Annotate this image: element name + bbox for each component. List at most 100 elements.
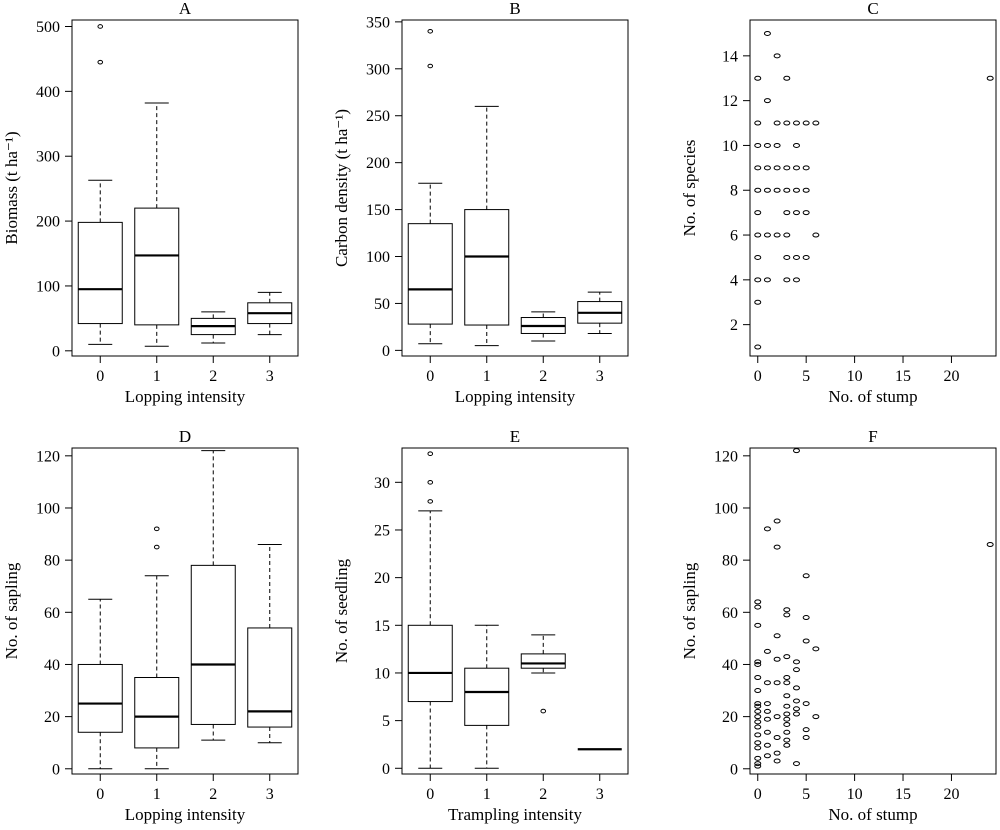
scatter-point <box>773 165 781 171</box>
y-tick-label: 100 <box>36 500 60 517</box>
scatter-point <box>802 165 810 171</box>
y-axis-label: Carbon density (t ha⁻¹) <box>332 109 351 267</box>
y-tick-label: 2 <box>730 317 738 334</box>
x-axis: 0 1 2 3 <box>96 356 274 385</box>
y-tick-label: 8 <box>730 183 738 200</box>
scatter-point <box>792 254 800 260</box>
scatter-point <box>986 541 994 547</box>
scatter-point <box>754 701 762 707</box>
scatter-point <box>783 716 791 722</box>
panel-f: F 0 20 40 60 80 100 120 No. of sapling 0 5 10 15 20 No… <box>680 427 997 824</box>
box-2 <box>520 311 566 342</box>
scatter-point <box>754 755 762 761</box>
scatter-point <box>763 680 771 686</box>
scatter-point <box>773 734 781 740</box>
y-tick-label: 200 <box>366 155 390 172</box>
x-tick-label: 1 <box>483 786 491 803</box>
scatter-point <box>792 142 800 148</box>
scatter-point <box>802 734 810 740</box>
scatter-point <box>792 685 800 691</box>
scatter-point <box>754 187 762 193</box>
y-axis-label: No. of sapling <box>2 562 21 659</box>
y-tick-label: 6 <box>730 228 738 245</box>
y-tick-label: 500 <box>36 19 60 36</box>
scatter-point <box>792 210 800 216</box>
scatter-point <box>792 698 800 704</box>
outlier-point <box>427 28 434 34</box>
scatter-point <box>773 518 781 524</box>
iqr-box <box>407 223 453 325</box>
outlier-point <box>427 451 434 457</box>
scatter-point <box>802 254 810 260</box>
box-2 <box>520 634 566 714</box>
scatter-point <box>802 727 810 733</box>
x-tick-label: 0 <box>96 368 104 385</box>
outlier-point <box>427 63 434 69</box>
box-1 <box>464 105 510 347</box>
scatter-point <box>783 277 791 283</box>
y-tick-label: 100 <box>714 500 738 517</box>
y-tick-label: 12 <box>722 93 738 110</box>
plot-frame <box>71 447 299 775</box>
x-tick-label: 2 <box>539 786 547 803</box>
plot-frame <box>749 447 997 775</box>
x-tick-label: 3 <box>266 368 274 385</box>
y-axis: 0 5 10 15 20 25 30 <box>374 475 402 778</box>
scatter-point <box>763 742 771 748</box>
scatter-point <box>763 98 771 104</box>
box-1 <box>134 526 180 770</box>
scatter-point <box>754 703 762 709</box>
scatter-point <box>754 688 762 694</box>
scatter-point <box>763 232 771 238</box>
scatter-points <box>754 448 994 769</box>
scatter-point <box>754 732 762 738</box>
y-tick-label: 0 <box>382 343 390 360</box>
scatter-point <box>754 299 762 305</box>
x-axis: 0 1 2 3 <box>426 774 604 803</box>
scatter-point <box>783 703 791 709</box>
plot-frame <box>749 19 997 357</box>
iqr-box <box>407 624 453 703</box>
x-tick-label: 2 <box>539 368 547 385</box>
scatter-point <box>792 448 800 454</box>
scatter-point <box>754 761 762 767</box>
scatter-point <box>792 706 800 712</box>
x-tick-label: 0 <box>426 786 434 803</box>
scatter-point <box>812 120 820 126</box>
scatter-point <box>783 729 791 735</box>
scatter-point <box>783 75 791 81</box>
y-tick-label: 0 <box>52 343 60 360</box>
y-tick-label: 0 <box>382 761 390 778</box>
scatter-point <box>783 654 791 660</box>
iqr-box <box>77 221 123 325</box>
scatter-point <box>763 708 771 714</box>
scatter-point <box>783 742 791 748</box>
x-tick-label: 3 <box>266 786 274 803</box>
outlier-point <box>540 708 547 714</box>
outlier-point <box>427 480 434 485</box>
scatter-point <box>754 622 762 628</box>
scatter-point <box>754 599 762 605</box>
scatter-point <box>802 573 810 579</box>
y-tick-label: 14 <box>722 48 738 65</box>
box-2 <box>190 450 236 741</box>
scatter-point <box>763 187 771 193</box>
scatter-point <box>783 187 791 193</box>
scatter-point <box>763 729 771 735</box>
box-3 <box>247 543 293 744</box>
x-axis: 0 5 10 15 20 <box>754 774 959 803</box>
scatter-point <box>812 232 820 238</box>
x-tick-label: 0 <box>426 368 434 385</box>
outlier-point <box>153 526 160 532</box>
scatter-point <box>783 680 791 686</box>
scatter-point <box>773 120 781 126</box>
scatter-point <box>754 708 762 714</box>
x-axis: 0 1 2 3 <box>426 356 604 385</box>
scatter-point <box>802 701 810 707</box>
scatter-point <box>773 544 781 550</box>
y-tick-label: 120 <box>36 448 60 465</box>
x-tick-label: 1 <box>483 368 491 385</box>
outlier-point <box>97 59 104 65</box>
scatter-point <box>792 187 800 193</box>
panel-title: B <box>509 0 520 18</box>
